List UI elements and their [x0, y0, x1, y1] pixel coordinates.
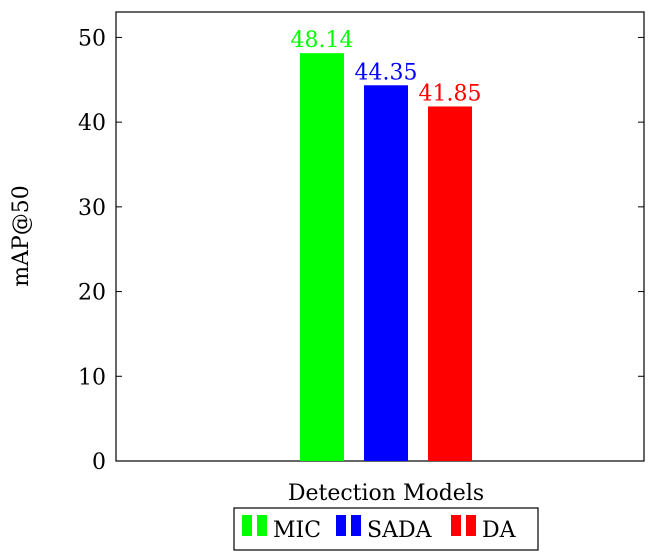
legend-swatch-bar	[242, 515, 252, 536]
y-tick-label: 40	[78, 111, 106, 136]
legend-swatch-da	[451, 515, 476, 536]
y-tick-label: 30	[78, 196, 106, 221]
y-axis-title: mAP@50	[9, 185, 34, 287]
legend-swatch-bar	[336, 515, 346, 536]
data-label-da: 41.85	[419, 81, 482, 106]
legend-swatch-sada	[336, 515, 361, 536]
legend-items: MIC SADA DA	[242, 515, 517, 543]
legend: MIC SADA DA	[233, 507, 539, 551]
y-tick-label: 50	[78, 26, 106, 51]
legend-label-da: DA	[482, 518, 517, 543]
legend-label-mic: MIC	[273, 518, 321, 543]
bar-mic	[300, 53, 344, 461]
legend-box	[233, 507, 539, 551]
legend-swatch-bar	[466, 515, 476, 536]
data-label-mic: 48.14	[291, 28, 354, 53]
data-label-sada: 44.35	[355, 60, 418, 85]
y-tick-label: 20	[78, 281, 106, 306]
legend-swatch-bar	[451, 515, 461, 536]
bar-sada	[364, 85, 408, 462]
bar-da	[428, 106, 472, 461]
legend-label-sada: SADA	[367, 518, 433, 543]
legend-swatch-mic	[242, 515, 267, 536]
x-axis-title: Detection Models	[288, 481, 484, 506]
y-tick-label: 0	[92, 450, 106, 475]
y-axis-ticks: 0 10 20 30 40 50	[78, 26, 644, 475]
legend-swatch-bar	[351, 515, 361, 536]
legend-swatch-bar	[257, 515, 267, 536]
bars	[300, 53, 472, 462]
y-tick-label: 10	[78, 365, 106, 390]
